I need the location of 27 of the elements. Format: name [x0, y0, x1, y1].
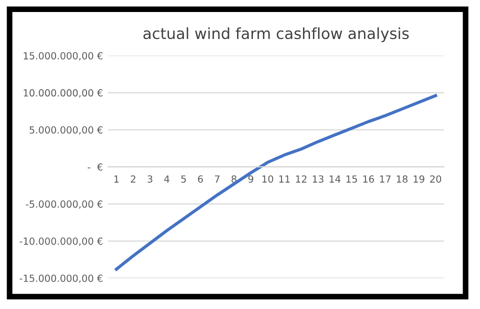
x-tick-label: 19	[414, 175, 424, 183]
x-tick-label: 5	[181, 175, 186, 183]
x-tick-label: 11	[279, 175, 290, 183]
x-tick-label: 18	[396, 175, 408, 183]
x-tick-label: 7	[214, 175, 220, 183]
x-tick-label: 15	[346, 175, 357, 183]
x-tick-label: 16	[363, 175, 374, 183]
x-tick-label: 4	[164, 175, 170, 183]
y-tick-label: 15.000.000,00 €	[24, 52, 102, 60]
x-tick-label: 3	[148, 175, 152, 183]
x-tick-label: 17	[380, 175, 391, 183]
x-tick-label: 1	[114, 175, 119, 183]
y-tick-label: -15.000.000,00 €	[20, 274, 102, 283]
x-tick-label: 9	[248, 175, 254, 183]
y-tick-label: -5.000.000,00 €	[26, 200, 102, 209]
x-tick-label: 13	[312, 175, 324, 183]
y-tick-label: 5.000.000,00 €	[30, 126, 102, 135]
x-tick-label: 6	[198, 175, 203, 183]
chart-title: actual wind farm cashflow analysis	[143, 27, 409, 42]
x-tick-label: 12	[296, 175, 306, 183]
y-tick-label: -10.000.000,00 €	[20, 238, 102, 246]
x-tick-label: 2	[130, 175, 136, 183]
y-tick-label: - €	[88, 163, 102, 171]
x-tick-label: 14	[330, 175, 340, 183]
x-tick-label: 20	[430, 175, 442, 183]
y-tick-label: 10.000.000,00 €	[24, 89, 102, 98]
x-tick-label: 10	[262, 175, 274, 183]
